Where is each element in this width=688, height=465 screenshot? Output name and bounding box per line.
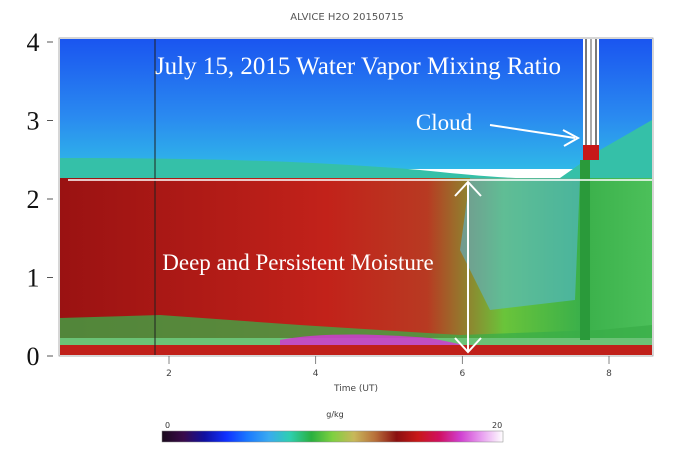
heatmap-region-surface-red (60, 345, 652, 355)
moisture-depth-arrow (454, 180, 482, 354)
colorbar-unit-label: g/kg (326, 410, 343, 419)
y-tick-label: 2 (27, 185, 40, 214)
cloud-label: Cloud (416, 110, 473, 135)
cloud-arrow (489, 124, 581, 147)
colorbar-min-label: 0 (165, 421, 170, 430)
x-axis: 2 4 6 8 (166, 356, 612, 379)
colorbar: g/kg 0 20 (161, 410, 504, 443)
heatmap-region-sky (60, 39, 652, 169)
y-tick-label: 3 (27, 107, 40, 136)
y-tick-label: 1 (27, 264, 40, 293)
colorbar-bar (161, 430, 504, 443)
y-tick-label: 0 (27, 342, 40, 371)
heatmap-region-dry-slot (460, 178, 580, 310)
heatmap-panel (58, 37, 654, 357)
colorbar-max-label: 20 (492, 421, 502, 430)
x-tick-label: 6 (459, 369, 465, 379)
moisture-label: Deep and Persistent Moisture (162, 250, 433, 275)
x-axis-label: Time (UT) (333, 384, 378, 394)
x-tick-label: 8 (606, 369, 612, 379)
chart-title: ALVICE H2O 20150715 (290, 12, 403, 23)
y-axis: 0 1 2 3 4 (27, 28, 53, 371)
overlay-title: July 15, 2015 Water Vapor Mixing Ratio (155, 53, 561, 80)
x-tick-label: 4 (313, 369, 319, 379)
y-tick-label: 4 (27, 28, 40, 57)
x-tick-label: 2 (166, 369, 172, 379)
heatmap-region-transition (60, 120, 652, 180)
heatmap-region-surface-green (60, 315, 652, 345)
cloud-column (580, 39, 599, 340)
